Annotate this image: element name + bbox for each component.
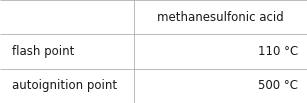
Text: flash point: flash point [12, 45, 75, 58]
Text: 500 °C: 500 °C [258, 79, 298, 92]
Text: autoignition point: autoignition point [12, 79, 117, 92]
Text: methanesulfonic acid: methanesulfonic acid [157, 11, 284, 24]
Text: 110 °C: 110 °C [258, 45, 298, 58]
